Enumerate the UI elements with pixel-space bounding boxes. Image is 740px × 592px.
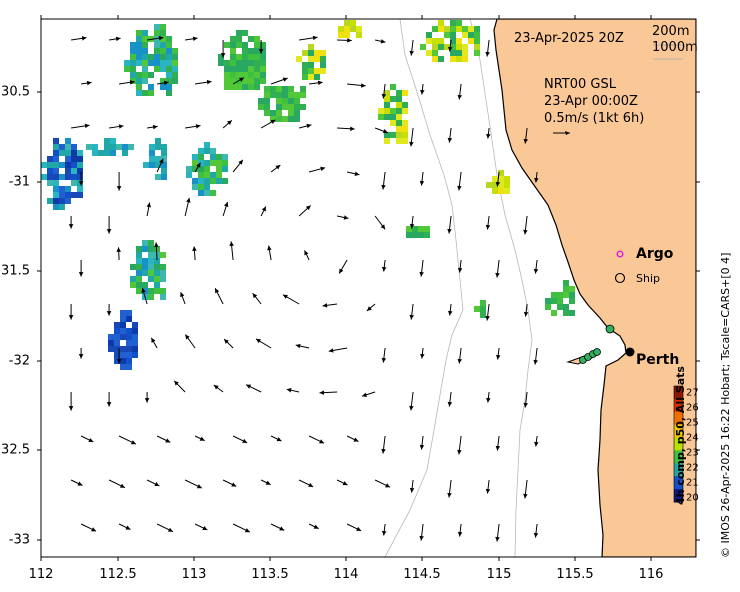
perth-marker [625,347,635,357]
contour-1000m [384,19,464,557]
colorbar-tick: 23 [686,447,699,459]
colorbar-tick: 26 [686,402,699,414]
colorbar-tick: 22 [686,462,699,474]
colorbar-tick: 21 [686,477,699,489]
sst-patches [41,20,575,370]
y-tick-label: -32 [8,353,30,369]
time-label: 23-Apr-2025 20Z [514,31,624,46]
current-arrows [68,35,539,542]
side-credit: © IMOS 26-Apr-2025 16:22 Hobart; Tscale=… [719,252,732,558]
colorbar-tick: 25 [686,417,699,429]
place-label-perth: Perth [636,352,680,368]
x-tick-label: 115 [486,567,512,582]
y-tick-label: 31.5 [1,263,30,279]
x-tick-label: 113 [181,567,207,582]
product-time: 23-Apr 00:00Z [544,94,638,109]
y-tick-label: -31 [8,174,30,190]
colorbar-tick: 24 [686,432,699,444]
legend-ship-label: Ship [636,272,660,285]
colorbar [673,385,684,503]
colorbar-tick: 20 [686,492,699,504]
legend-argo-label: Argo [636,246,674,262]
arrow-scale-label: 0.5m/s (1kt 6h) [544,111,645,126]
argo-marker [616,250,624,258]
land-mass [493,19,696,557]
x-tick-label: 112.5 [99,567,137,582]
colorbar-tick: 27 [686,387,699,399]
x-tick-label: 114 [333,567,359,582]
contour-200m [469,19,533,557]
x-tick-label: 112 [28,567,54,582]
ship-marker [614,272,626,284]
y-tick-label: 32.5 [1,442,30,458]
x-tick-label: 115.5 [556,567,594,582]
x-tick-label: 116 [638,567,664,582]
x-tick-label: 114.5 [403,567,441,582]
contour-label-200m: 200m [652,24,690,39]
contour-label-1000m: 1000m [652,40,698,55]
x-tick-label: 113.5 [251,567,289,582]
product-label: NRT00 GSL [544,77,616,92]
y-tick-label: -33 [8,532,30,548]
y-tick-label: 30.5 [1,84,30,100]
